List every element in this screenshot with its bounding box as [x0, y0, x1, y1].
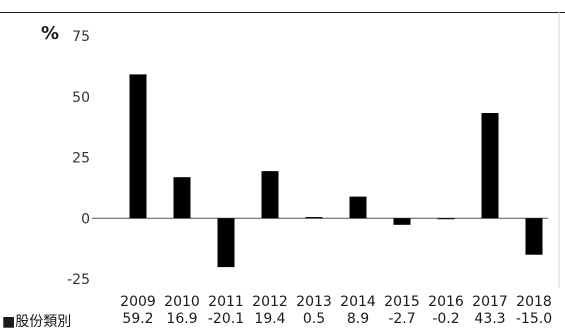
value-label: 59.2 — [122, 311, 154, 327]
bar — [173, 177, 191, 219]
top-rule — [0, 12, 565, 13]
value-label: 19.4 — [254, 311, 286, 327]
bar — [129, 74, 147, 219]
bars — [129, 74, 543, 268]
bar — [525, 218, 543, 255]
x-tick-label: 2009 — [120, 294, 156, 310]
x-tick-label: 2011 — [208, 294, 244, 310]
x-axis-tick-labels: 2009 2010 2011 2012 2013 2014 2015 2016 2017 2018 — [120, 294, 552, 310]
y-axis-ticks: 75 50 25 0 -25 — [67, 29, 90, 288]
value-label: 8.9 — [346, 311, 370, 327]
x-tick-label: 2016 — [428, 294, 464, 310]
bar — [437, 218, 455, 220]
bar — [349, 196, 367, 219]
x-tick-label: 2012 — [252, 294, 288, 310]
y-unit-label: % — [41, 23, 60, 44]
legend-entry: ■股份類別 — [2, 311, 71, 331]
value-label: 16.9 — [166, 311, 198, 327]
x-tick-label: 2017 — [472, 294, 508, 310]
value-label: -2.7 — [388, 311, 416, 327]
y-tick-label: -25 — [67, 272, 90, 288]
value-label: -20.1 — [207, 311, 245, 327]
bar — [217, 218, 235, 268]
series-name: 股份類別 — [15, 314, 72, 330]
y-tick-label: 0 — [81, 211, 90, 227]
x-tick-label: 2018 — [516, 294, 552, 310]
value-label: -15.0 — [515, 311, 553, 327]
bar — [305, 217, 323, 219]
legend-marker-icon: ■ — [2, 314, 16, 330]
bar — [261, 171, 279, 219]
bar — [481, 113, 499, 219]
x-tick-label: 2014 — [340, 294, 376, 310]
y-tick-label: 50 — [72, 90, 90, 106]
y-tick-label: 75 — [72, 29, 90, 45]
x-tick-label: 2010 — [164, 294, 200, 310]
x-tick-label: 2015 — [384, 294, 420, 310]
value-label: 0.5 — [302, 311, 326, 327]
value-label: -0.2 — [432, 311, 460, 327]
bar — [393, 218, 411, 225]
value-label: 43.3 — [474, 311, 506, 327]
data-table-row: ■股份類別 59.2 16.9 -20.1 19.4 0.5 8.9 -2.7 -0.2 43.… — [0, 311, 565, 331]
x-tick-label: 2013 — [296, 294, 332, 310]
y-tick-label: 25 — [72, 151, 90, 167]
